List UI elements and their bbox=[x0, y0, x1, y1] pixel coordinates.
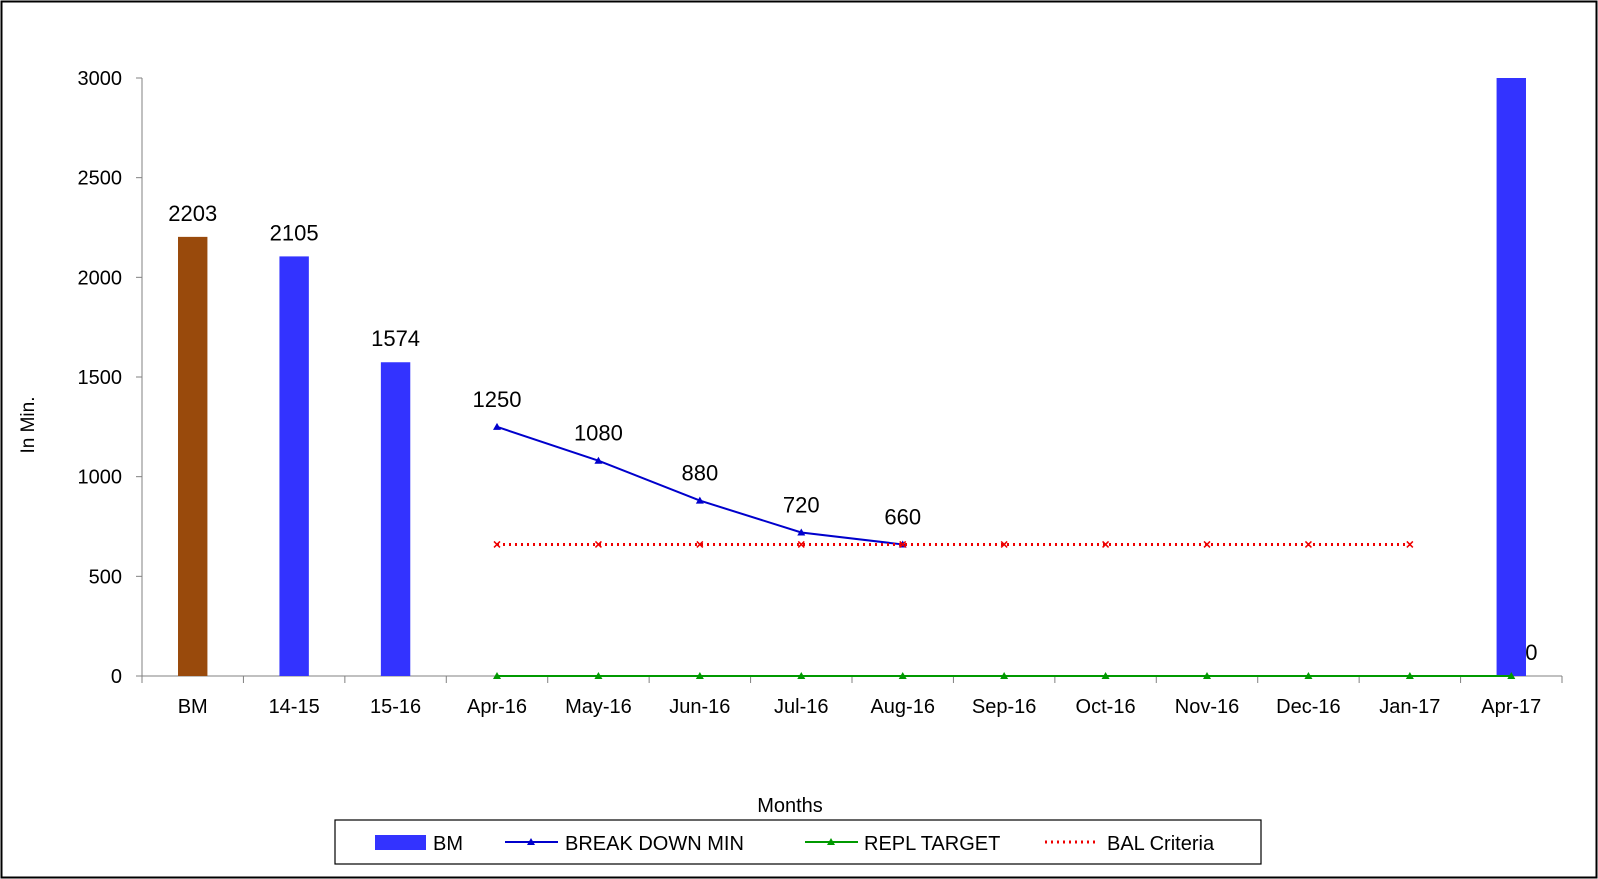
x-tick-label: BM bbox=[178, 696, 208, 718]
line-point bbox=[898, 672, 907, 679]
legend-marker-repl bbox=[827, 838, 835, 845]
line-point bbox=[1102, 540, 1110, 548]
y-tick-label: 0 bbox=[111, 666, 122, 688]
x-axis-title: Months bbox=[757, 795, 823, 817]
line-point bbox=[797, 672, 806, 679]
data-label: 0 bbox=[1525, 640, 1537, 665]
x-tick-label: Apr-17 bbox=[1481, 696, 1541, 718]
line-point bbox=[1304, 540, 1312, 548]
data-label: 720 bbox=[783, 492, 820, 517]
line-point bbox=[695, 672, 704, 679]
line-point bbox=[797, 528, 806, 536]
y-tick-label: 1500 bbox=[78, 367, 123, 389]
x-tick-label: Apr-16 bbox=[467, 696, 527, 718]
x-tick-label: May-16 bbox=[565, 696, 632, 718]
line-point bbox=[594, 540, 602, 548]
x-tick-label: Oct-16 bbox=[1076, 696, 1136, 718]
line-point bbox=[1405, 672, 1414, 679]
line-point bbox=[493, 422, 501, 430]
line-series bbox=[493, 422, 1516, 679]
legend-label-bal: BAL Criteria bbox=[1107, 833, 1215, 855]
x-tick-label: 14-15 bbox=[269, 696, 320, 718]
legend-swatch-bm bbox=[375, 835, 426, 850]
bar bbox=[178, 236, 208, 677]
x-axis: BM 14-15 15-16 Apr-16 May-16 Jun-16 Jul-16 Aug-… bbox=[141, 675, 1563, 718]
data-label: 2105 bbox=[270, 220, 319, 245]
x-tick-label: Aug-16 bbox=[870, 696, 935, 718]
data-label: 1574 bbox=[371, 326, 420, 351]
line-point bbox=[899, 540, 907, 548]
line-point bbox=[1000, 540, 1008, 548]
y-tick-label: 2000 bbox=[78, 267, 123, 289]
line-point bbox=[695, 496, 704, 504]
line-point bbox=[594, 672, 603, 679]
line-point bbox=[493, 540, 501, 548]
line-point bbox=[594, 456, 603, 464]
legend-box bbox=[334, 819, 1262, 865]
y-axis: 0 500 1000 1500 2000 2500 3000 bbox=[78, 68, 143, 688]
bar bbox=[1496, 78, 1526, 676]
legend: BM BREAK DOWN MIN REPL TARGET BAL Criter… bbox=[334, 819, 1262, 865]
line-point bbox=[493, 672, 501, 679]
x-tick-label: Sep-16 bbox=[972, 696, 1037, 718]
line-point bbox=[797, 540, 805, 548]
data-label: 660 bbox=[884, 504, 921, 529]
line-point bbox=[1406, 540, 1414, 548]
legend-marker-breakdown bbox=[527, 838, 535, 845]
data-label: 1250 bbox=[473, 387, 522, 412]
data-label: 880 bbox=[681, 461, 718, 486]
x-tick-label: Nov-16 bbox=[1175, 696, 1239, 718]
line-point bbox=[696, 540, 704, 548]
x-tick-label: Jul-16 bbox=[774, 696, 828, 718]
legend-label-repl: REPL TARGET bbox=[864, 833, 1000, 855]
bar bbox=[279, 256, 309, 676]
y-axis-title: In Min. bbox=[18, 396, 39, 453]
legend-label-bm: BM bbox=[433, 833, 463, 855]
bar bbox=[380, 362, 411, 676]
x-tick-label: 15-16 bbox=[370, 696, 421, 718]
data-label: 2203 bbox=[168, 201, 217, 226]
y-tick-label: 500 bbox=[89, 566, 122, 588]
data-label: 1080 bbox=[574, 421, 623, 446]
y-tick-label: 2500 bbox=[78, 168, 123, 190]
line-point bbox=[1000, 672, 1009, 679]
line-point bbox=[1304, 672, 1313, 679]
line-point bbox=[1507, 672, 1516, 679]
x-tick-label: Jan-17 bbox=[1379, 696, 1440, 718]
x-tick-label: Jun-16 bbox=[669, 696, 730, 718]
data-labels: 2203 2105 1574 1250 1080 880 720 660 0 bbox=[168, 201, 1537, 665]
bar-series bbox=[178, 78, 1526, 677]
x-tick-label: Dec-16 bbox=[1276, 696, 1340, 718]
line-point bbox=[1203, 672, 1211, 679]
line-point bbox=[1203, 540, 1211, 548]
y-tick-label: 3000 bbox=[78, 68, 123, 90]
y-tick-label: 1000 bbox=[78, 467, 123, 489]
line-point bbox=[1101, 672, 1110, 679]
legend-label-breakdown: BREAK DOWN MIN bbox=[565, 833, 744, 855]
